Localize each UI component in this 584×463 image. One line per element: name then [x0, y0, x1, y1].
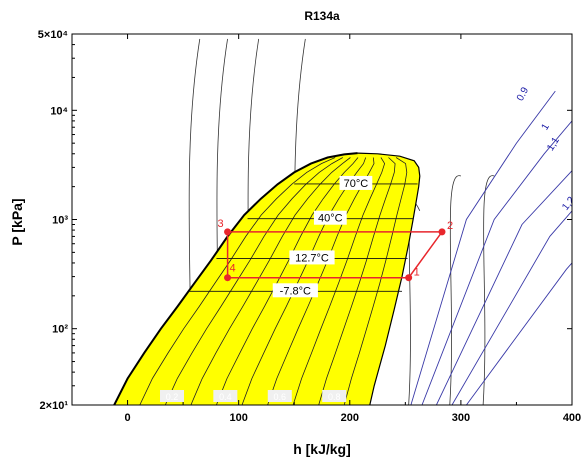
saturated-vapor-curve [357, 152, 421, 405]
quality-label-box [213, 390, 238, 402]
cycle-point [224, 228, 232, 236]
cycle-point-label: 1 [414, 267, 420, 279]
y-tick-label: 2×10¹ [40, 400, 69, 412]
y-tick-label: 10³ [52, 215, 68, 227]
cycle-point [438, 228, 446, 236]
x-tick-label: 400 [563, 412, 581, 424]
quality-line [216, 157, 359, 405]
isotherm-label: 12.7°C [295, 252, 329, 264]
quality-line [318, 157, 396, 405]
cycle-point-label: 2 [447, 220, 453, 232]
isotherm-label: 70°C [344, 178, 369, 190]
quality-label: 0.6 [274, 392, 287, 402]
x-tick-label: 300 [452, 412, 470, 424]
quality-label: 0.8 [328, 392, 341, 402]
entropy-line [451, 210, 572, 405]
quality-label-box [322, 390, 347, 402]
y-axis-label: P [kPa] [9, 198, 25, 245]
cycle-point-label: 4 [229, 263, 235, 275]
quality-label: 0.4 [219, 392, 232, 402]
saturated-liquid-curve [113, 152, 358, 405]
x-tick-label: 0 [124, 412, 130, 424]
cycle-point [224, 274, 232, 282]
quality-line [343, 157, 408, 405]
quality-label-box [267, 390, 292, 402]
isotherm-curve [449, 175, 462, 405]
x-tick-label: 100 [229, 412, 247, 424]
entropy-line [421, 120, 572, 405]
entropy-line [466, 262, 572, 405]
x-tick-label: 200 [341, 412, 359, 424]
isotherm-label: 40°C [318, 213, 343, 225]
entropy-line [435, 170, 572, 405]
quality-line [292, 157, 386, 405]
entropy-label: 1 [540, 122, 553, 133]
quality-line [190, 157, 351, 405]
quality-line [139, 157, 336, 405]
quality-line [241, 157, 367, 405]
cycle-point [405, 274, 413, 282]
y-tick-label: 10⁴ [50, 105, 68, 117]
isotherm-label-box [339, 175, 373, 190]
quality-line [267, 157, 375, 405]
isotherm-label-box [289, 250, 335, 265]
isotherm-label: -7.8°C [280, 285, 311, 297]
x-axis-label: h [kJ/kg] [293, 441, 351, 457]
chart-title: R134a [304, 9, 340, 23]
y-tick-label: 5×10⁴ [38, 29, 68, 41]
quality-line [164, 157, 343, 405]
isotherm-label-box [272, 283, 318, 298]
y-tick-label: 10² [52, 324, 68, 336]
quality-label: 0.2 [166, 392, 179, 402]
isotherm-label-box [313, 210, 347, 225]
cycle-point-label: 3 [217, 218, 223, 230]
entropy-line [410, 90, 556, 405]
quality-label-box [160, 390, 184, 402]
